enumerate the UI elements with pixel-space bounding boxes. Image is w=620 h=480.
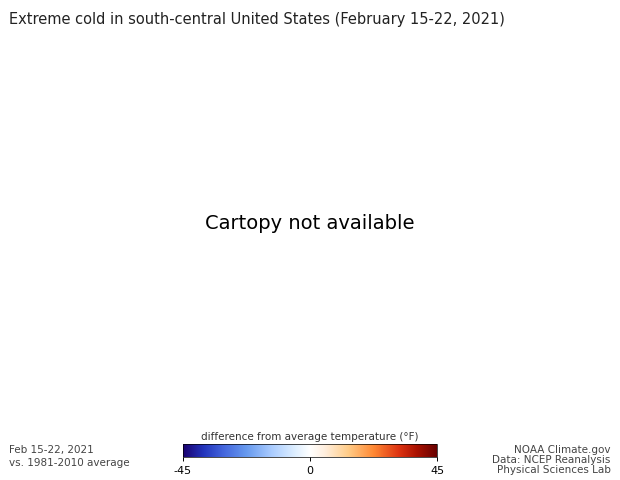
Title: difference from average temperature (°F): difference from average temperature (°F) [202, 432, 418, 442]
Text: Cartopy not available: Cartopy not available [205, 214, 415, 233]
Text: Extreme cold in south-central United States (February 15-22, 2021): Extreme cold in south-central United Sta… [9, 12, 505, 27]
Text: Physical Sciences Lab: Physical Sciences Lab [497, 465, 611, 475]
Text: vs. 1981-2010 average: vs. 1981-2010 average [9, 458, 130, 468]
Text: Feb 15-22, 2021: Feb 15-22, 2021 [9, 445, 94, 456]
Text: Data: NCEP Reanalysis: Data: NCEP Reanalysis [492, 455, 611, 465]
Text: NOAA Climate.gov: NOAA Climate.gov [514, 445, 611, 456]
